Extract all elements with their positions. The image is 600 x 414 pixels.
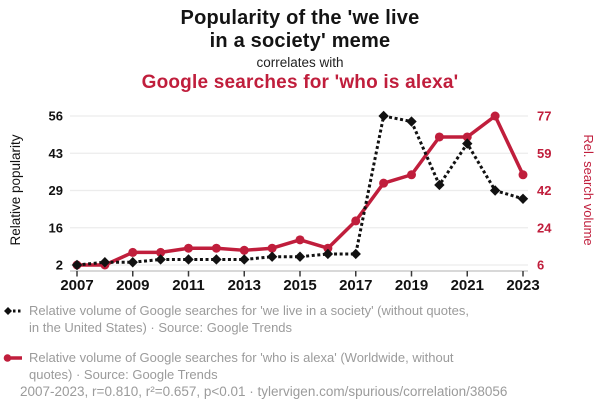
right-tick-label: 59 — [537, 146, 551, 161]
legend-item-we-live-in-a-society: Relative volume of Google searches for '… — [3, 302, 563, 336]
x-tick-label: 2013 — [228, 277, 261, 294]
data-point-diamond — [71, 259, 83, 271]
chart-subtitle-red: Google searches for 'who is alexa' — [141, 72, 459, 93]
chart-title-line1: Popularity of the 'we live — [180, 7, 420, 29]
data-point-diamond — [155, 254, 166, 265]
series-who-is-alexa — [72, 111, 528, 270]
left-tick-label: 43 — [49, 146, 63, 161]
x-tick-label: 2011 — [172, 277, 205, 294]
data-point-diamond — [517, 193, 529, 204]
data-point-diamond — [322, 248, 334, 260]
right-axis-title: Rel. search volume — [581, 134, 596, 245]
left-tick-label: 16 — [49, 220, 63, 235]
data-point-circle — [407, 170, 416, 180]
data-point-circle — [351, 216, 361, 226]
x-tick-label: 2009 — [116, 277, 149, 294]
data-point-diamond — [378, 110, 389, 122]
x-tick-label: 2019 — [395, 277, 428, 294]
left-axis-title: Relative popularity — [8, 134, 23, 245]
series-we-live-in-a-society — [71, 110, 529, 271]
data-point-diamond — [99, 257, 111, 268]
data-point-circle — [490, 111, 500, 121]
x-tick-label: 2007 — [60, 277, 93, 294]
data-point-circle — [518, 170, 528, 180]
x-tick-label: 2021 — [451, 277, 484, 294]
black-dashed-diamond-legend-icon — [4, 307, 23, 315]
x-axis-ticks: 2007 2009 2011 2013 2015 2017 2019 2021 2023 — [60, 271, 540, 294]
data-point-circle — [156, 247, 166, 257]
right-tick-label: 24 — [537, 220, 552, 235]
data-point-circle — [295, 235, 305, 245]
chart-title: Popularity of the 'we live in a society'… — [0, 7, 600, 53]
right-tick-label: 42 — [537, 183, 551, 198]
data-point-circle — [462, 132, 472, 142]
x-tick-label: 2023 — [506, 277, 539, 294]
data-point-circle — [239, 245, 249, 255]
left-axis-ticks: 2 16 29 43 56 — [49, 109, 63, 273]
x-tick-label: 2017 — [339, 277, 372, 294]
right-tick-label: 6 — [537, 258, 544, 273]
data-point-diamond — [350, 248, 361, 260]
data-point-circle — [211, 243, 221, 253]
data-point-circle — [184, 243, 193, 253]
data-point-circle — [128, 247, 138, 257]
gridlines — [70, 115, 528, 266]
data-point-circle — [434, 132, 444, 142]
data-point-diamond — [266, 251, 278, 262]
left-tick-label: 2 — [56, 258, 63, 273]
stats-footer: 2007-2023, r=0.810, r²=0.657, p<0.01 · t… — [20, 384, 508, 399]
left-tick-label: 56 — [49, 109, 63, 124]
right-axis-ticks: 6 24 42 59 77 — [537, 109, 552, 273]
right-tick-label: 77 — [537, 109, 551, 124]
x-tick-label: 2015 — [283, 277, 316, 294]
chart-legend: Relative volume of Google searches for '… — [3, 302, 563, 396]
data-point-diamond — [462, 138, 473, 149]
data-point-diamond — [183, 254, 194, 265]
legend-label: Relative volume of Google searches for '… — [29, 303, 469, 335]
data-point-diamond — [294, 251, 306, 262]
legend-item-who-is-alexa: Relative volume of Google searches for '… — [3, 349, 563, 383]
correlates-with-label: correlates with — [256, 55, 344, 70]
left-tick-label: 29 — [49, 183, 63, 198]
data-point-diamond — [489, 185, 501, 196]
data-point-diamond — [127, 257, 138, 268]
data-point-circle — [323, 243, 333, 253]
red-solid-circle-legend-icon — [3, 354, 22, 362]
data-point-diamond — [434, 179, 445, 191]
data-point-circle — [267, 243, 277, 253]
data-point-diamond — [211, 254, 222, 265]
chart-title-line2: in a society' meme — [209, 30, 391, 52]
legend-label: Relative volume of Google searches for '… — [29, 350, 454, 382]
data-point-diamond — [406, 116, 417, 127]
data-point-diamond — [239, 254, 250, 265]
data-point-circle — [379, 178, 389, 188]
